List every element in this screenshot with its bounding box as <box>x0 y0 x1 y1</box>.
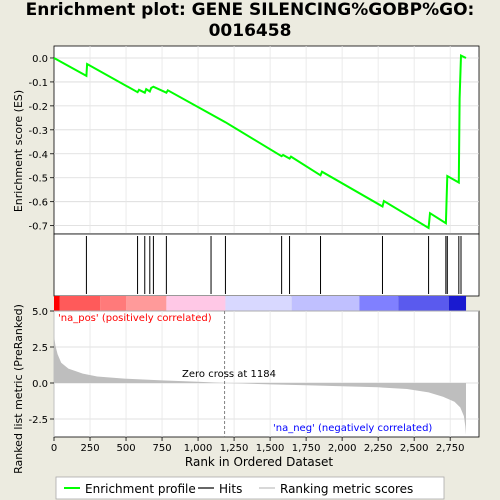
es-y-tick-label: 0.0 <box>32 54 48 65</box>
title-line-1: Enrichment plot: GENE SILENCING%GOBP%GO: <box>25 0 475 20</box>
rank-color-bar <box>54 296 467 311</box>
es-y-axis-label: Enrichment score (ES) <box>12 90 25 212</box>
es-panel-frame <box>53 45 480 235</box>
metric-y-tick-label: 5.0 <box>32 307 48 318</box>
metric-panel-frame <box>53 310 480 438</box>
color-bar-segment <box>398 296 449 311</box>
es-y-tick-label: -0.6 <box>28 198 48 209</box>
hits-panel-frame <box>53 233 480 297</box>
x-axis-label: Rank in Ordered Dataset <box>185 455 333 469</box>
es-y-tick-label: -0.1 <box>28 78 48 89</box>
metric-x-axis-ticks: 0 250 500 750 1,000 1,250 1,500 1,750 2,000 2,250… <box>51 437 465 454</box>
metric-y-axis-ticks: 5.0 2.5 0.0 -2.5 <box>28 307 54 426</box>
metric-x-tick-label: 1,750 <box>292 443 321 454</box>
color-bar-segment <box>126 296 167 311</box>
color-bar-segment <box>100 296 127 311</box>
es-grid <box>54 46 479 234</box>
color-bar-segment <box>59 296 101 311</box>
metric-x-tick-label: 0 <box>51 443 57 454</box>
hit-lines <box>85 236 462 294</box>
color-bar-segment <box>166 296 226 311</box>
page-title: Enrichment plot: GENE SILENCING%GOBP%GO:… <box>0 0 500 42</box>
metric-x-tick-label: 250 <box>80 443 99 454</box>
metric-x-tick-label: 2,250 <box>364 443 393 454</box>
legend-label-metric: Ranking metric scores <box>280 482 413 496</box>
es-y-axis-ticks: 0.0 -0.1 -0.2 -0.3 -0.4 -0.5 -0.6 -0.7 <box>28 54 54 233</box>
es-y-tick-label: -0.7 <box>28 222 48 233</box>
metric-y-tick-label: -2.5 <box>28 415 48 426</box>
neg-correlated-label: 'na_neg' (negatively correlated) <box>273 423 432 434</box>
legend-label-hits: Hits <box>219 482 242 496</box>
color-bar-segment <box>54 296 60 311</box>
color-bar-segment <box>291 296 360 311</box>
pos-correlated-label: 'na_pos' (positively correlated) <box>58 313 212 324</box>
metric-x-tick-label: 1,500 <box>256 443 285 454</box>
color-bar-segment <box>448 296 467 311</box>
color-bar-segment <box>225 296 292 311</box>
es-y-tick-label: -0.5 <box>28 174 48 185</box>
es-profile-line <box>53 54 467 230</box>
es-y-tick-label: -0.3 <box>28 126 48 137</box>
metric-y-tick-label: 2.5 <box>32 343 48 354</box>
metric-x-tick-label: 500 <box>116 443 135 454</box>
es-y-tick-label: -0.2 <box>28 102 48 113</box>
metric-area <box>54 335 466 435</box>
legend-box <box>55 476 445 500</box>
metric-x-tick-label: 1,000 <box>184 443 213 454</box>
es-y-tick-label: -0.4 <box>28 150 48 161</box>
legend-label-enrichment: Enrichment profile <box>85 482 196 496</box>
title-line-2: 0016458 <box>208 21 292 41</box>
metric-x-tick-label: 750 <box>153 443 172 454</box>
color-bar-segment <box>359 296 399 311</box>
zero-cross-label: Zero cross at 1184 <box>182 369 276 380</box>
metric-x-tick-label: 1,250 <box>220 443 249 454</box>
metric-y-axis-label: Ranked list metric (PreRanked) <box>12 304 25 474</box>
metric-y-tick-label: 0.0 <box>32 379 48 390</box>
metric-x-tick-label: 2,000 <box>328 443 357 454</box>
metric-x-tick-label: 2,750 <box>436 443 465 454</box>
metric-x-tick-label: 2,500 <box>400 443 429 454</box>
